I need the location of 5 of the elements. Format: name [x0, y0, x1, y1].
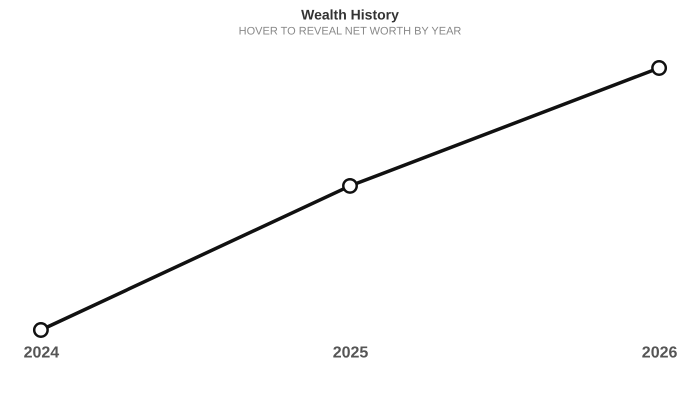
x-tick-label: 2024 [24, 344, 60, 362]
x-tick-label: 2025 [332, 344, 368, 362]
x-tick-label: 2026 [642, 344, 678, 362]
chart-title: Wealth History [301, 6, 400, 22]
chart-subtitle: HOVER TO REVEAL NET WORTH BY YEAR [238, 25, 462, 38]
